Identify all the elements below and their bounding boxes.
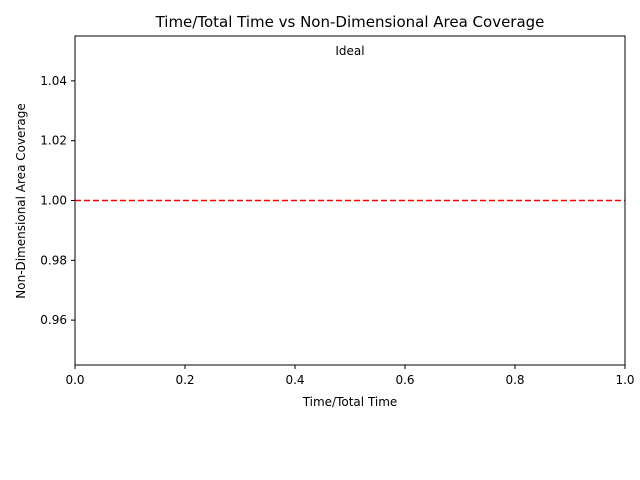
x-tick-label: 0.2 <box>175 373 194 387</box>
y-axis: 0.96 0.98 1.00 1.02 1.04 <box>40 74 75 327</box>
x-axis: 0.0 0.2 0.4 0.6 0.8 1.0 <box>65 365 635 387</box>
chart-title: Time/Total Time vs Non-Dimensional Area … <box>155 13 545 31</box>
x-axis-label: Time/Total Time <box>302 395 398 409</box>
annotations: Ideal <box>335 44 364 58</box>
y-tick-label: 0.96 <box>40 313 67 327</box>
x-tick-label: 0.8 <box>505 373 524 387</box>
y-tick-label: 1.04 <box>40 74 67 88</box>
y-tick-label: 1.00 <box>40 194 67 208</box>
x-tick-label: 0.4 <box>285 373 304 387</box>
x-tick-label: 0.0 <box>65 373 84 387</box>
annotation-0: Ideal <box>335 44 364 58</box>
y-axis-label: Non-Dimensional Area Coverage <box>14 103 28 298</box>
x-tick-label: 0.6 <box>395 373 414 387</box>
plot-area: Ideal <box>74 35 626 366</box>
y-tick-label: 1.02 <box>40 134 67 148</box>
x-tick-label: 1.0 <box>615 373 634 387</box>
y-tick-label: 0.98 <box>40 253 67 267</box>
